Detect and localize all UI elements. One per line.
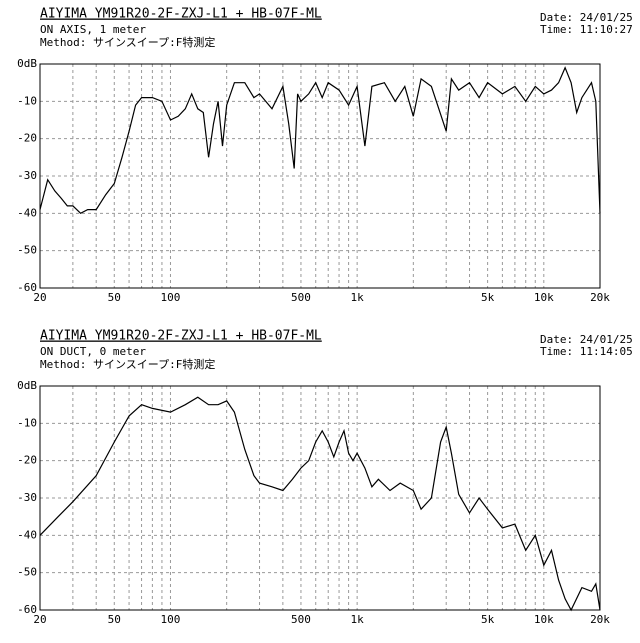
x-tick-label: 100 xyxy=(161,613,181,626)
x-tick-label: 5k xyxy=(481,291,495,304)
y-tick-label: -60 xyxy=(17,281,37,294)
x-tick-label: 5k xyxy=(481,613,495,626)
x-tick-label: 1k xyxy=(351,291,365,304)
x-tick-label: 20k xyxy=(590,291,610,304)
response-line xyxy=(39,66,601,215)
y-tick-label: -20 xyxy=(17,132,37,145)
plot-frame xyxy=(39,63,601,289)
response-line xyxy=(39,396,601,612)
x-tick-label: 1k xyxy=(351,613,365,626)
chart-title: AIYIMA YM91R20-2F-ZXJ-L1 + HB-07F-ML xyxy=(40,329,322,344)
chart-title: AIYIMA YM91R20-2F-ZXJ-L1 + HB-07F-ML xyxy=(40,7,322,22)
x-tick-label: 500 xyxy=(291,613,311,626)
x-tick-label: 50 xyxy=(108,613,121,626)
y-tick-label: -60 xyxy=(17,603,37,616)
y-tick-label: -10 xyxy=(17,94,37,107)
y-tick-label: -40 xyxy=(17,528,37,541)
y-tick-label: -30 xyxy=(17,169,37,182)
date: Date: 24/01/25 xyxy=(540,11,633,24)
y-tick-label: 0dB xyxy=(17,379,37,392)
x-tick-label: 20 xyxy=(33,291,46,304)
y-tick-label: 0dB xyxy=(17,57,37,70)
method: Method: サインスイープ:F特測定 xyxy=(40,357,215,371)
plot-frame xyxy=(39,385,601,611)
chart-subtitle: ON DUCT, 0 meter xyxy=(40,345,146,358)
y-tick-label: -10 xyxy=(17,416,37,429)
y-tick-label: -30 xyxy=(17,491,37,504)
x-tick-label: 20k xyxy=(590,613,610,626)
x-tick-label: 10k xyxy=(534,291,554,304)
x-tick-label: 50 xyxy=(108,291,121,304)
time: Time: 11:10:27 xyxy=(540,23,633,36)
x-tick-label: 500 xyxy=(291,291,311,304)
y-tick-label: -40 xyxy=(17,206,37,219)
time: Time: 11:14:05 xyxy=(540,345,633,358)
chart-subtitle: ON AXIS, 1 meter xyxy=(40,23,146,36)
y-tick-label: -50 xyxy=(17,244,37,257)
x-tick-label: 10k xyxy=(534,613,554,626)
x-tick-label: 100 xyxy=(161,291,181,304)
y-tick-label: -20 xyxy=(17,454,37,467)
x-tick-label: 20 xyxy=(33,613,46,626)
method: Method: サインスイープ:F特測定 xyxy=(40,35,215,49)
date: Date: 24/01/25 xyxy=(540,333,633,346)
y-tick-label: -50 xyxy=(17,566,37,579)
